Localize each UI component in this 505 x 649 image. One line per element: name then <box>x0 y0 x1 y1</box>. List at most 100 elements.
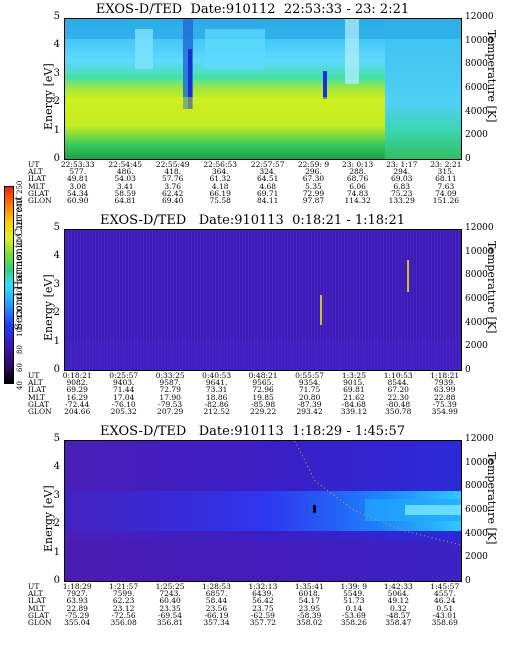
info-row-label: GLAT <box>28 610 49 620</box>
info-cell: 56.42 <box>252 596 274 606</box>
spectrogram-panel-3: EXOS-D/TED Date:910113 1:18:29 - 1:45:57 <box>0 422 505 649</box>
info-cell: 19.85 <box>252 392 274 402</box>
info-cell: 69.40 <box>161 196 184 206</box>
info-cell: 22:57:57 <box>250 160 285 169</box>
info-cell: 67.30 <box>302 174 325 184</box>
y-tick-label: 4 <box>53 461 60 473</box>
info-cell: 60.90 <box>67 196 89 206</box>
info-cell: 57.76 <box>161 174 184 184</box>
info-cell: 7599. <box>112 589 135 599</box>
heatmap-region <box>65 340 461 370</box>
info-row-label: GLON <box>28 618 52 628</box>
info-cell: -72.56 <box>111 610 136 620</box>
y-axis-label: Energy [eV] <box>42 485 55 552</box>
info-cell: 60.40 <box>159 596 181 606</box>
info-cell: -53.69 <box>341 610 366 620</box>
info-cell: -80.48 <box>386 399 411 409</box>
y-tick-label: 0 <box>53 575 60 586</box>
y2-axis-label: Temperature [K] <box>485 241 498 334</box>
info-row: MLT 22.89 23.12 23.35 23.56 23.75 23.95 0.14 0.3… <box>28 603 468 613</box>
info-cell: 9082. <box>66 378 88 388</box>
info-cell: 74.09 <box>435 188 457 198</box>
y2-axis-label: Temperature [K] <box>485 452 498 545</box>
info-row-label: MLT <box>28 603 46 613</box>
spectrogram-panel-1: EXOS-D/TED Date:910112 22:53:33 - 23: 2:… <box>0 0 505 215</box>
info-cell: 63.99 <box>433 385 456 395</box>
spectrogram-image <box>65 441 461 581</box>
y2-tick-label: 10000 <box>465 246 494 257</box>
info-cell: 7939. <box>433 378 456 388</box>
info-cell: 133.29 <box>388 196 415 206</box>
info-cell: 1:45:57 <box>430 582 460 591</box>
y2-tick-label: 0 <box>465 365 471 375</box>
info-cell: 68.76 <box>346 174 369 184</box>
info-cell: 66.19 <box>209 188 231 198</box>
y2-tick-label: 0 <box>465 154 471 164</box>
info-cell: 0:25:57 <box>109 371 139 380</box>
info-row: MLT 3.08 3.41 3.76 4.18 4.68 5.35 6.06 6.83 7.63 <box>28 181 468 191</box>
info-cell: 64.81 <box>114 196 136 206</box>
y2-tick-label: 10000 <box>465 457 494 468</box>
info-cell: 6439. <box>252 589 274 599</box>
info-cell: -75.29 <box>65 610 90 620</box>
info-cell: 1:25:25 <box>155 582 185 591</box>
y2-tick-label: 6000 <box>465 83 488 93</box>
orbit-info-table: UT 0:18:21 0:25:57 0:33:25 0:40:53 0:48:21 0:5… <box>28 371 468 417</box>
y2-tick-label: 4000 <box>465 106 488 117</box>
y-tick-label: 1 <box>53 546 60 558</box>
info-cell: 71.44 <box>112 385 135 395</box>
info-row-label: GLON <box>28 196 52 206</box>
y-tick-label: 0 <box>53 153 60 164</box>
y-tick-label: 3 <box>53 67 60 79</box>
panel-title: EXOS-D/TED Date:910113 1:18:29 - 1:45:57 <box>100 424 405 439</box>
info-cell: 54.34 <box>67 188 89 198</box>
heatmap-region <box>65 97 385 127</box>
info-cell: 21.62 <box>343 392 365 402</box>
info-cell: 23.95 <box>298 603 321 613</box>
info-cell: 58.59 <box>114 188 136 198</box>
info-cell: 22:55:49 <box>155 160 190 169</box>
info-cell: 358.02 <box>296 618 323 628</box>
info-cell: 22:56:53 <box>203 160 238 169</box>
info-row-label: UT <box>28 371 40 380</box>
info-cell: 0.32 <box>389 603 407 613</box>
y2-tick-label: 6000 <box>465 505 488 515</box>
info-cell: -87.39 <box>297 399 322 409</box>
y-tick-label: 5 <box>53 11 60 22</box>
info-cell: -79.53 <box>158 399 183 409</box>
info-cell: 0:55:57 <box>295 371 325 380</box>
y-tick-label: 4 <box>53 250 60 262</box>
info-cell: -58.39 <box>297 610 322 620</box>
info-cell: 1:32:13 <box>248 582 278 591</box>
heatmap-region <box>323 71 327 99</box>
info-cell: 84.11 <box>256 196 279 206</box>
info-cell: 294. <box>393 167 411 177</box>
heatmap-region <box>405 505 461 515</box>
orbit-info-table: UT 22:53:33 22:54:45 22:55:49 22:56:53 22:57:… <box>28 160 468 206</box>
y-tick-label: 1 <box>53 335 60 347</box>
info-cell: 9403. <box>112 378 135 388</box>
info-cell: 54.17 <box>298 596 321 606</box>
y-tick-label: 5 <box>53 433 60 444</box>
info-cell: 69.03 <box>390 174 413 184</box>
info-cell: 6857. <box>205 589 228 599</box>
info-cell: 69.81 <box>343 385 365 395</box>
spectrogram-image <box>65 230 461 370</box>
info-cell: 9641. <box>205 378 228 388</box>
info-cell: 205.32 <box>110 407 137 417</box>
info-row-label: ALT <box>28 589 43 599</box>
info-cell: 356.08 <box>110 618 137 628</box>
info-row: GLAT -72.44 -76.10 -79.53 -82.86 -85.98 -87.39… <box>28 399 468 409</box>
spectrogram-plot <box>64 440 462 582</box>
y-tick-label: 1 <box>53 124 60 136</box>
info-cell: 5549. <box>343 589 365 599</box>
info-row: MLT 16.29 17.04 17.90 18.86 19.85 20.80 21.62 22… <box>28 392 468 402</box>
info-cell: 357.34 <box>203 618 230 628</box>
info-row-label: GLAT <box>28 188 49 198</box>
info-cell: 4.68 <box>259 181 277 191</box>
info-cell: 3.08 <box>69 181 87 191</box>
y2-tick-label: 12000 <box>465 223 494 233</box>
info-cell: 22.30 <box>387 392 409 402</box>
info-cell: 9354. <box>298 378 321 388</box>
info-cell: 73.31 <box>205 385 228 395</box>
